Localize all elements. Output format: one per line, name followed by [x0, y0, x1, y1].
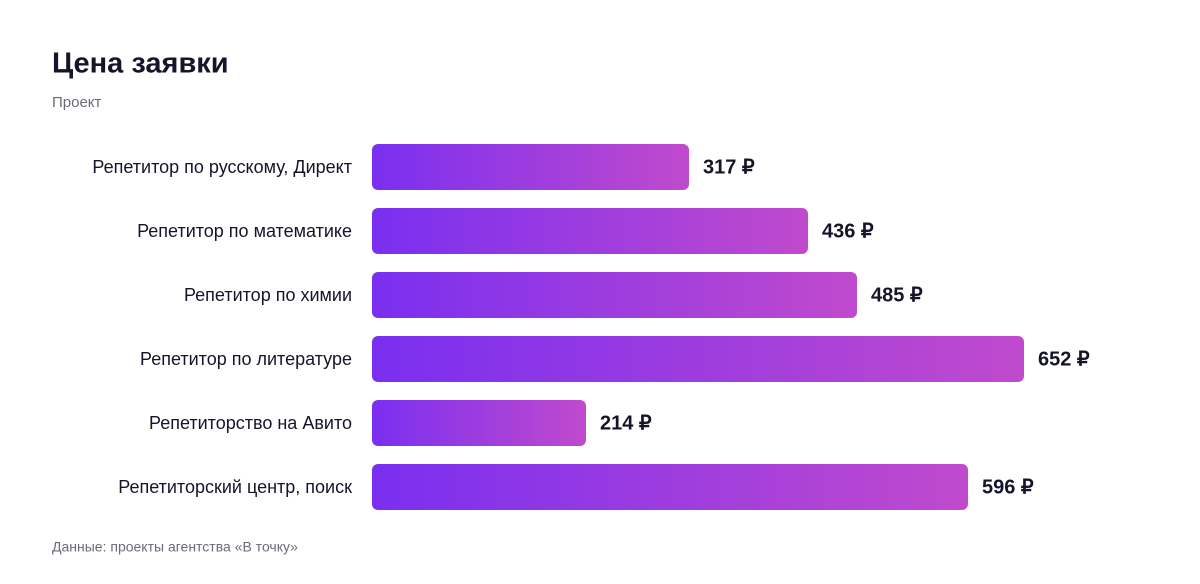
category-label: Репетитор по русскому, Директ [92, 157, 352, 177]
bar [372, 336, 1024, 382]
category-label: Репетиторство на Авито [149, 413, 352, 433]
bar [372, 400, 586, 446]
value-label: 596 ₽ [982, 476, 1034, 498]
category-label: Репетитор по математике [137, 221, 352, 241]
bar [372, 208, 808, 254]
value-label: 652 ₽ [1038, 348, 1090, 370]
value-label: 436 ₽ [822, 220, 874, 242]
category-label: Репетитор по литературе [140, 349, 352, 369]
bar [372, 144, 689, 190]
source-note: Данные: проекты агентства «В точку» [52, 539, 298, 555]
column-header: Проект [52, 94, 102, 111]
category-label: Репетитор по химии [184, 285, 352, 305]
bar [372, 464, 968, 510]
value-label: 485 ₽ [871, 284, 923, 306]
chart-title: Цена заявки [52, 48, 229, 80]
value-label: 317 ₽ [703, 156, 755, 178]
value-label: 214 ₽ [600, 412, 652, 434]
category-label: Репетиторский центр, поиск [118, 477, 352, 497]
bar [372, 272, 857, 318]
